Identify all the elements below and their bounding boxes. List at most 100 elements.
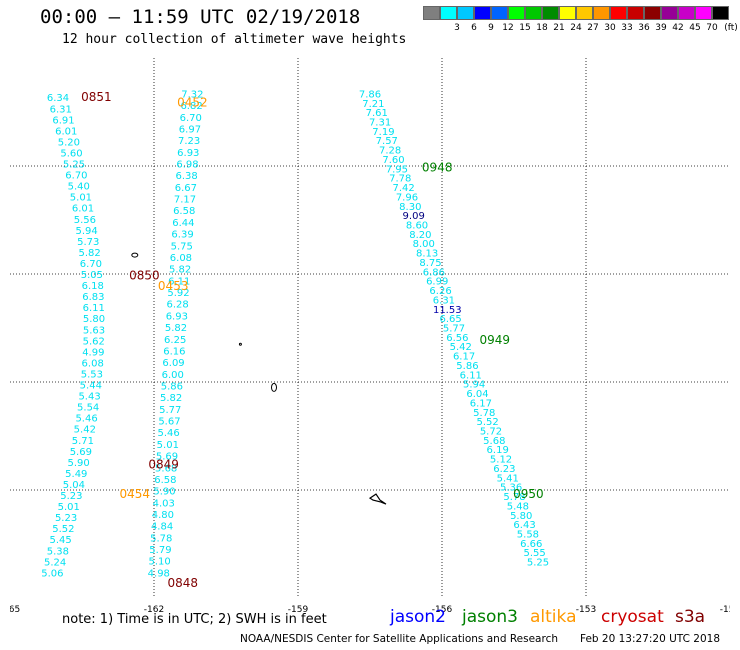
pass-time-label: 0850 <box>129 268 160 282</box>
wave-height-value: 5.68 <box>483 436 505 447</box>
wave-height-value: 5.82 <box>160 393 182 404</box>
wave-height-value: 5.73 <box>77 237 99 248</box>
page-subtitle: 12 hour collection of altimeter wave hei… <box>62 32 407 47</box>
wave-height-value: 5.01 <box>58 502 80 513</box>
colorbar-label: 33 <box>621 23 633 33</box>
wave-height-value: 7.32 <box>181 89 203 100</box>
wave-height-value: 5.90 <box>67 458 89 469</box>
wave-height-value: 6.31 <box>50 104 72 115</box>
colorbar-swatch <box>542 6 559 20</box>
wave-height-value: 6.97 <box>179 124 201 135</box>
x-tick-label: -153 <box>576 605 596 615</box>
wave-height-value: 8.30 <box>399 202 421 213</box>
wave-height-value: 7.78 <box>389 174 411 185</box>
wave-height-value: 6.99 <box>426 277 448 288</box>
wave-height-value: 5.52 <box>476 417 498 428</box>
colorbar-swatch <box>678 6 695 20</box>
colorbar-swatch <box>627 6 644 20</box>
wave-height-value: 5.40 <box>68 182 90 193</box>
colorbar-swatch <box>712 6 729 20</box>
wave-height-value: 5.58 <box>517 530 539 541</box>
wave-height-value: 6.04 <box>466 389 488 400</box>
pass-time-label: 0848 <box>168 576 199 590</box>
colorbar-label: 15 <box>519 23 531 33</box>
satellite-legend-altika: altika <box>530 607 577 627</box>
wave-height-value: 4.84 <box>151 522 173 533</box>
colorbar-label: 3 <box>454 23 460 33</box>
wave-height-value: 5.71 <box>72 436 94 447</box>
wave-height-value: 5.82 <box>169 265 191 276</box>
wave-height-value: 5.82 <box>79 248 101 259</box>
wave-height-value: 6.19 <box>487 445 509 456</box>
wave-height-value: 5.46 <box>75 414 97 425</box>
wave-height-value: 5.72 <box>480 427 502 438</box>
colorbar-swatch <box>593 6 610 20</box>
wave-height-value: 5.55 <box>524 548 546 559</box>
wave-height-value: 6.11 <box>460 370 482 381</box>
satellite-legend-s3a: s3a <box>675 607 706 627</box>
wave-height-value: 6.58 <box>154 475 176 486</box>
wave-height-value: 7.61 <box>366 108 388 119</box>
wave-height-value: 5.63 <box>83 325 105 336</box>
colorbar-label: 36 <box>638 23 650 33</box>
wave-height-value: 5.20 <box>58 137 80 148</box>
x-tick-label: -156 <box>432 605 453 615</box>
wave-height-value: 5.04 <box>63 480 85 491</box>
wave-height-value: 7.96 <box>396 192 418 203</box>
colorbar-label: 27 <box>587 23 599 33</box>
wave-height-value: 5.23 <box>55 513 77 524</box>
pass-time-label: 0851 <box>81 90 112 104</box>
pass-time-label: 0849 <box>148 457 179 471</box>
colorbar-swatch <box>644 6 661 20</box>
wave-height-value: 6.43 <box>513 520 535 531</box>
wave-height-value: 5.86 <box>456 361 478 372</box>
wave-height-value: 7.57 <box>376 136 398 147</box>
wave-height-value: 5.10 <box>148 557 170 568</box>
wave-height-value: 7.23 <box>178 136 200 147</box>
pass-time-label: 0948 <box>422 160 453 174</box>
wave-height-map: -165-162-159-156-153-15002468106.346.316… <box>10 58 730 615</box>
colorbar-swatch <box>610 6 627 20</box>
wave-height-value: 7.86 <box>359 89 381 100</box>
colorbar-label: 39 <box>655 23 667 33</box>
wave-height-value: 6.67 <box>175 183 197 194</box>
wave-height-value: 5.52 <box>52 524 74 535</box>
wave-height-value: 7.42 <box>392 183 414 194</box>
satellite-legend-jason2: jason2 <box>390 607 446 627</box>
wave-height-value: 5.44 <box>80 381 102 392</box>
wave-height-value: 8.20 <box>409 230 431 241</box>
wave-height-value: 5.56 <box>74 215 96 226</box>
page-title: 00:00 – 11:59 UTC 02/19/2018 <box>40 6 361 28</box>
colorbar-label: 70 <box>706 23 718 33</box>
wave-height-value: 6.70 <box>80 259 102 270</box>
wave-height-value: 6.31 <box>433 295 455 306</box>
wave-height-value: 7.28 <box>379 146 401 157</box>
wave-height-value: 5.12 <box>490 455 512 466</box>
wave-height-value: 5.68 <box>155 463 177 474</box>
satellite-legend-jason3: jason3 <box>462 607 518 627</box>
wave-height-value: 5.23 <box>60 491 82 502</box>
colorbar-swatch <box>440 6 457 20</box>
colorbar-swatch <box>661 6 678 20</box>
footer-timestamp: Feb 20 13:27:20 UTC 2018 <box>580 633 720 645</box>
colorbar-swatch <box>525 6 542 20</box>
wave-height-value: 6.86 <box>423 267 445 278</box>
wave-height-value: 8.60 <box>406 221 428 232</box>
colorbar-swatch <box>491 6 508 20</box>
wave-height-value: 5.82 <box>165 323 187 334</box>
wave-height-value: 5.78 <box>503 492 525 503</box>
wave-height-value: 6.00 <box>162 370 184 381</box>
wave-height-value: 6.11 <box>168 276 190 287</box>
wave-height-value: 5.80 <box>83 314 105 325</box>
wave-height-value: 5.69 <box>70 447 92 458</box>
wave-height-value: 5.77 <box>443 324 465 335</box>
wave-height-value: 5.75 <box>171 241 193 252</box>
wave-height-value: 5.67 <box>158 417 180 428</box>
footer-note: note: 1) Time is in UTC; 2) SWH is in fe… <box>62 612 327 627</box>
wave-height-value: 6.11 <box>83 303 105 314</box>
colorbar-label: 42 <box>672 23 684 33</box>
island-outline <box>368 493 387 505</box>
colorbar-label: 18 <box>536 23 548 33</box>
footer-credit: NOAA/NESDIS Center for Satellite Applica… <box>240 633 558 645</box>
wave-height-value: 6.34 <box>47 93 69 104</box>
